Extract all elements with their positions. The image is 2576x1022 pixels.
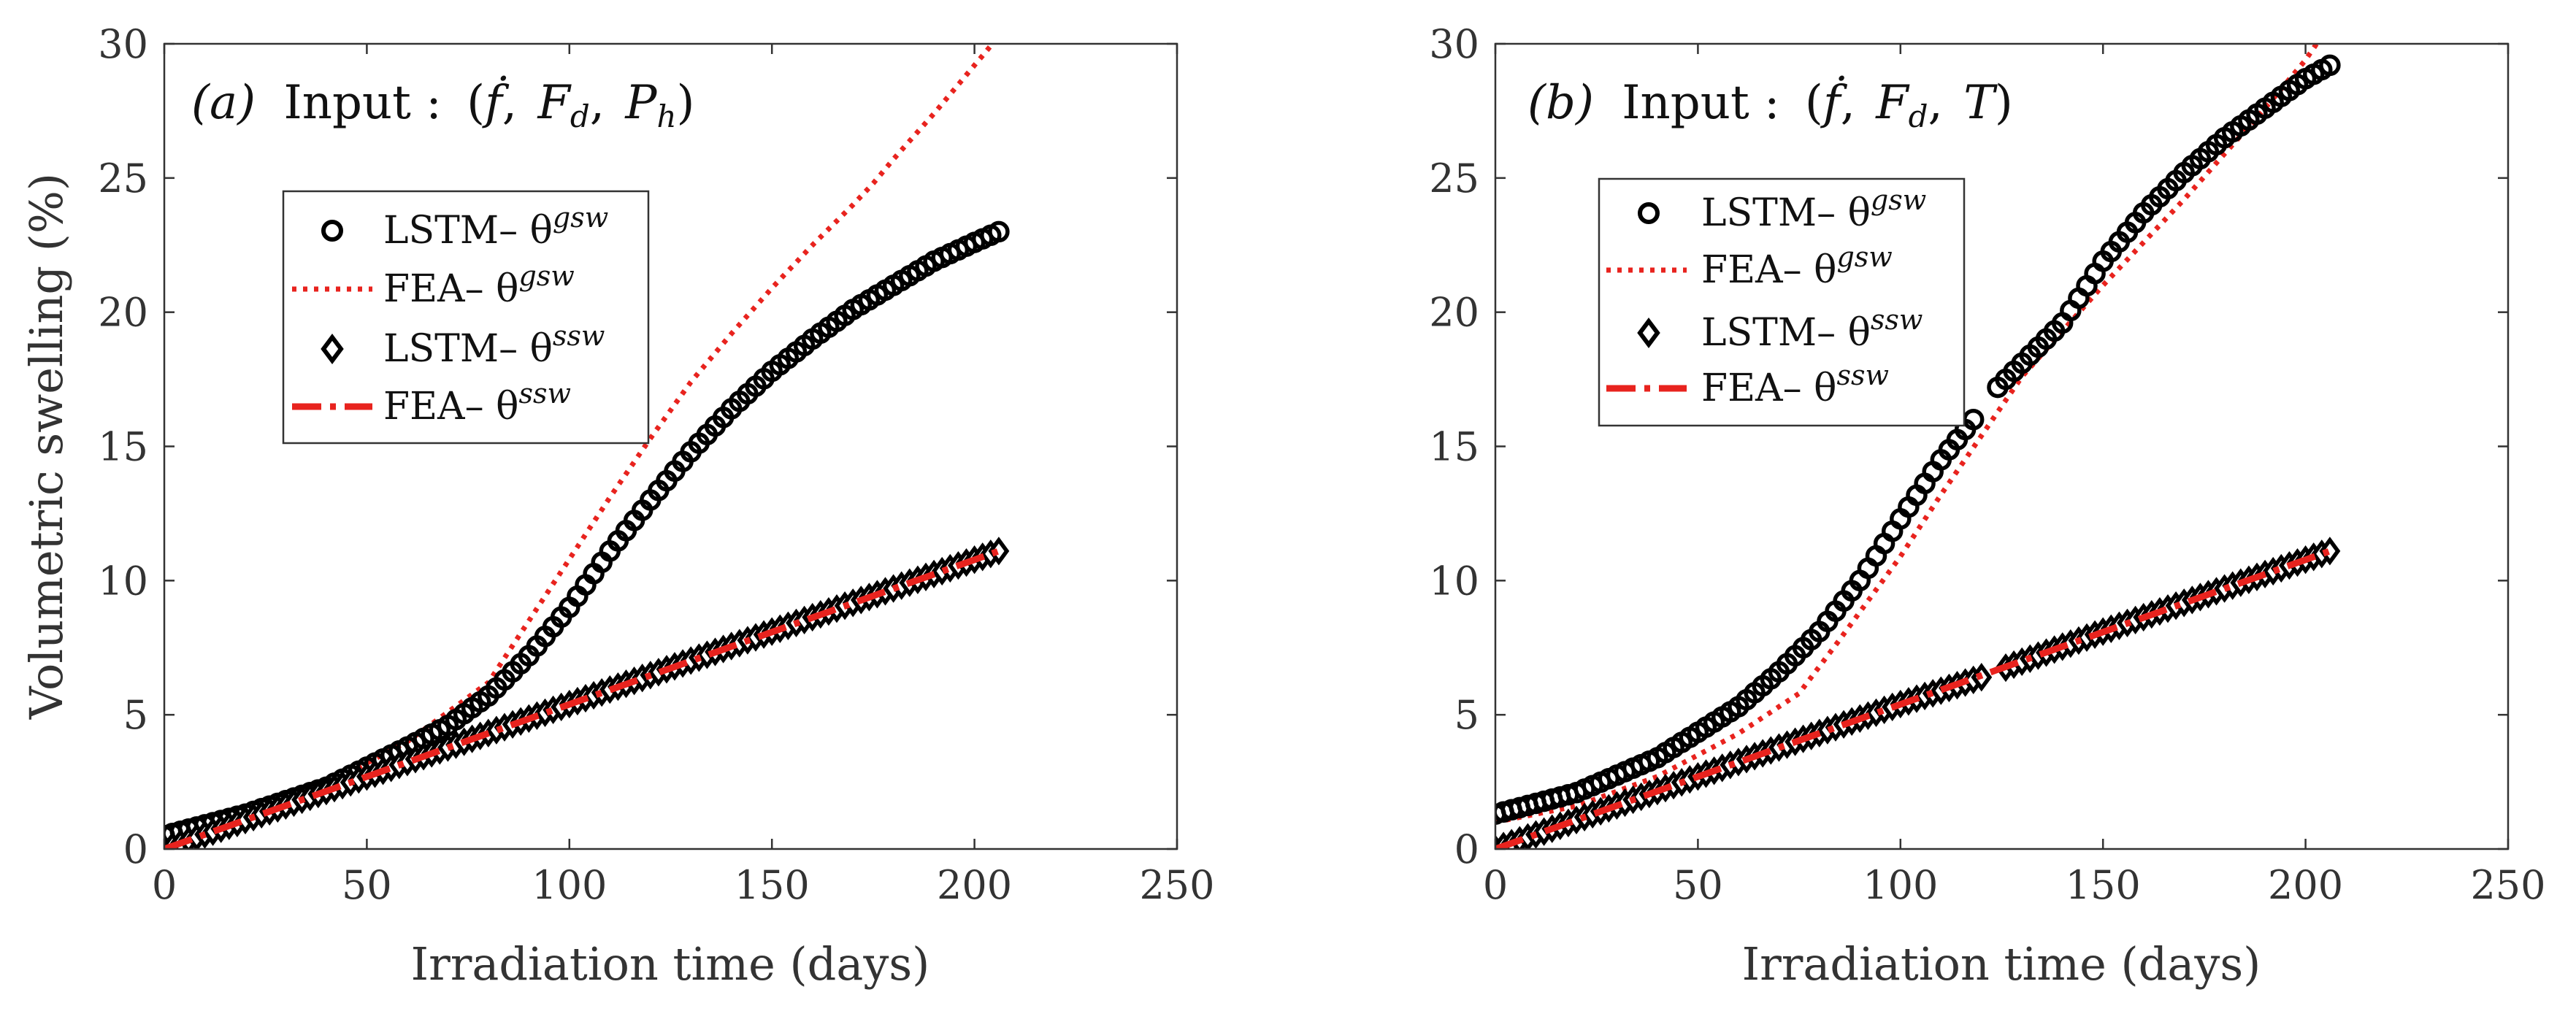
panel-b-title-open: (: [1805, 76, 1823, 130]
panel-b-xlabel: Irradiation time (days): [1742, 937, 2261, 991]
panel-b-clipped-series: [1495, 44, 2341, 849]
panel-b-legend-text-2: LSTM– θssw: [1701, 304, 1923, 355]
panel-a-ytick-label-3: 15: [98, 424, 148, 470]
panel-a-series: [164, 44, 1010, 849]
panel-a-series-3-line: [164, 548, 1000, 849]
panel-a-ylabel: Volumetric swelling (%): [20, 173, 73, 720]
panel-a-axes-box: [163, 42, 1178, 850]
panel-b-xtick-label-2: 100: [1863, 862, 1938, 908]
panel-a-legend-text-1: FEA– θgsw: [383, 260, 575, 311]
panel-b-ytick-label-1: 5: [1454, 692, 1479, 738]
panel-a-title-P: P: [624, 76, 657, 130]
panel-b-ytick-label-4: 20: [1429, 290, 1479, 336]
panel-b-title-close: ): [1995, 76, 2013, 130]
panel-a-title-close: ): [677, 76, 695, 130]
panel-b-series-1-line: [1495, 44, 2320, 825]
panel-b-ytick-label-0: 0: [1454, 826, 1479, 872]
panel-b-legend-marker-circle: [1638, 202, 1660, 224]
panel-b-plot-area: [1495, 44, 2508, 849]
panel-a-xtick-label-2: 100: [532, 862, 607, 908]
panel-b-legend-text-0: LSTM– θgsw: [1701, 184, 1926, 235]
panel-a-xtick-label-5: 250: [1139, 862, 1214, 908]
panel-a-title: (a) Input : (ḟ, Fd, Ph): [191, 75, 695, 134]
panel-b-xtick-label-1: 50: [1673, 862, 1723, 908]
panel-b-xtick-label-5: 250: [2470, 862, 2545, 908]
panel-b-series-0-point-101: [2319, 54, 2341, 77]
panel-a-xlabel: Irradiation time (days): [411, 937, 930, 991]
panel-b-legend-text-3: FEA– θssw: [1701, 359, 1889, 410]
panel-a-title-input: Input :: [283, 76, 441, 130]
panel-a-series-1-line: [164, 44, 996, 846]
panel-a-legend: LSTM– θgsw FEA– θgsw LSTM– θssw FEA– θss…: [282, 190, 650, 445]
panel-a-legend-box: [282, 190, 650, 445]
panel-b-xtick-label-0: 0: [1483, 862, 1508, 908]
panel-a-legend-text-0: LSTM– θgsw: [383, 201, 608, 253]
panel-b-legend-box: [1598, 177, 1966, 427]
panel-b-title-Fsub: d: [1909, 99, 1928, 134]
panel-a-clipped-series: [164, 44, 1010, 849]
panel-a-title-F: F: [537, 76, 572, 130]
panel-a-xtick-label-3: 150: [735, 862, 810, 908]
panel-a-ytick-label-5: 25: [98, 155, 148, 201]
panel-a-chart: 0 50 100 150 200 250 0 5 10 15 20 25 30 (a) Input : …: [20, 21, 1215, 991]
panel-a-xtick-label-0: 0: [152, 862, 177, 908]
panel-a-ytick-label-2: 10: [98, 558, 148, 604]
panel-a-title-tag: (a): [191, 76, 256, 130]
panel-a-legend-text-3: FEA– θssw: [383, 377, 571, 429]
panel-a-ytick-label-1: 5: [123, 692, 148, 738]
panel-a-title-Fsub: d: [570, 99, 590, 134]
panel-a-xtick-label-4: 200: [937, 862, 1012, 908]
panel-b-xtick-label-4: 200: [2268, 862, 2343, 908]
panel-b-ytick-label-6: 30: [1429, 21, 1479, 67]
panel-b-ytick-label-3: 15: [1429, 424, 1479, 470]
panel-a-series-0-point-103: [988, 220, 1010, 243]
panel-a-legend-text-2: LSTM– θssw: [383, 320, 605, 371]
panel-a-ytick-label-6: 30: [98, 21, 148, 67]
panel-b-chart: 0 50 100 150 200 250 0 5 10 15 20 25 30 (b) Input : …: [1429, 21, 2545, 991]
panel-b-legend-text-1: FEA– θgsw: [1701, 241, 1893, 292]
panel-a-series-2-point-103: [988, 537, 1010, 566]
panel-b-legend-marker-diamond: [1637, 318, 1660, 348]
panel-a-title-Psub: h: [656, 99, 676, 134]
panel-b-series-2-point-101: [2319, 537, 2341, 566]
panel-b-legend: LSTM– θgsw FEA– θgsw LSTM– θssw FEA– θss…: [1598, 177, 1966, 427]
panel-b-title-input: Input :: [1622, 76, 1779, 130]
panel-b-xtick-label-3: 150: [2066, 862, 2141, 908]
panel-b-series-3-line: [1495, 548, 2331, 849]
panel-b-title-F: F: [1875, 76, 1910, 130]
panel-b-title-comma2: ,: [1928, 76, 1943, 130]
panel-b-title: (b) Input : (ḟ, Fd, T): [1527, 75, 2013, 134]
panel-b-axes-box: [1494, 42, 2510, 850]
panel-a-legend-marker-diamond: [321, 334, 344, 364]
panel-a-plot-area: [164, 44, 1177, 849]
panel-a-title-open: (: [467, 76, 485, 130]
panel-b-title-comma1: ,: [1841, 76, 1855, 130]
panel-a-title-comma2: ,: [590, 76, 605, 130]
panel-b-series: [1495, 44, 2341, 849]
panel-a-xtick-label-1: 50: [342, 862, 392, 908]
panel-a-tick-labels: 0 50 100 150 200 250 0 5 10 15 20 25 30: [98, 21, 1214, 908]
panel-b-title-tag: (b): [1527, 76, 1594, 130]
panel-b-ytick-label-5: 25: [1429, 155, 1479, 201]
panel-b-tick-labels: 0 50 100 150 200 250 0 5 10 15 20 25 30: [1429, 21, 2545, 908]
panel-a-ytick-label-0: 0: [123, 826, 148, 872]
panel-a-title-comma1: ,: [502, 76, 517, 130]
panel-a-ytick-label-4: 20: [98, 290, 148, 336]
panel-b-title-T: T: [1963, 76, 1998, 130]
panel-a-legend-marker-circle: [321, 220, 343, 242]
panel-b-ytick-label-2: 10: [1429, 558, 1479, 604]
